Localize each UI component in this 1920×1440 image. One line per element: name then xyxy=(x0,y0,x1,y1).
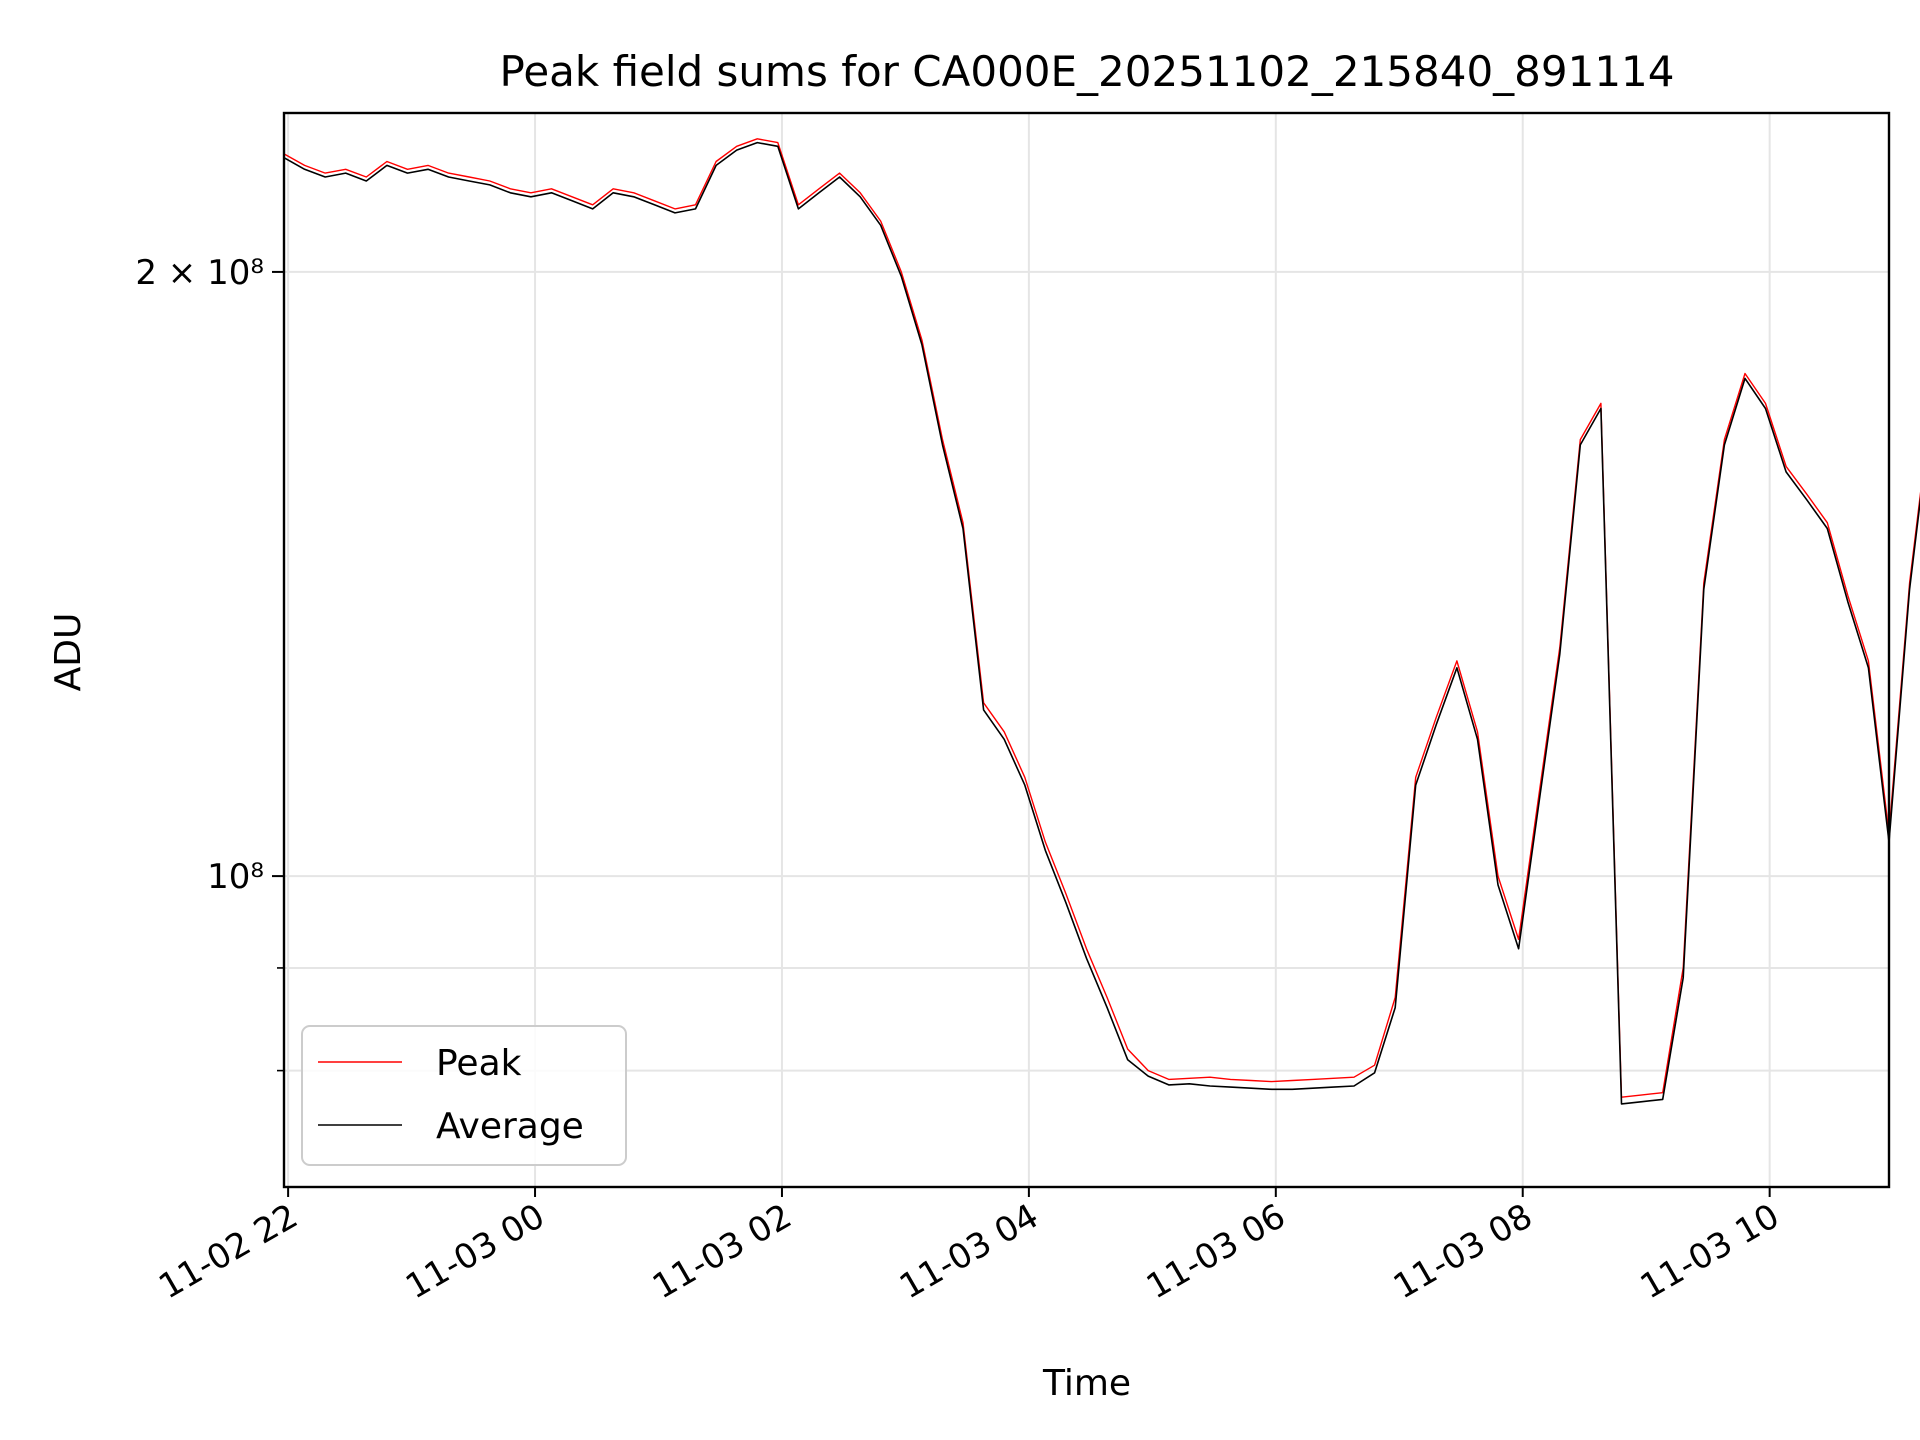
legend-label-average: Average xyxy=(436,1106,584,1147)
legend: Peak Average xyxy=(301,1025,627,1166)
data-series xyxy=(283,138,1920,1105)
chart-title: Peak field sums for CA000E_20251102_2158… xyxy=(500,47,1675,96)
x-axis-title: Time xyxy=(1042,1363,1131,1404)
plot-frame xyxy=(282,111,1891,1189)
y-axis-title: ADU xyxy=(48,613,89,692)
legend-box xyxy=(301,1025,627,1166)
legend-label-peak: Peak xyxy=(436,1043,522,1084)
y-tick-label: 10⁸ xyxy=(207,857,264,897)
series-line-average xyxy=(283,141,1920,1105)
y-axis: 2 × 10⁸ 10⁸ xyxy=(135,253,284,1072)
grid-lines xyxy=(284,113,1889,1187)
y-tick-label: 2 × 10⁸ xyxy=(135,253,264,293)
